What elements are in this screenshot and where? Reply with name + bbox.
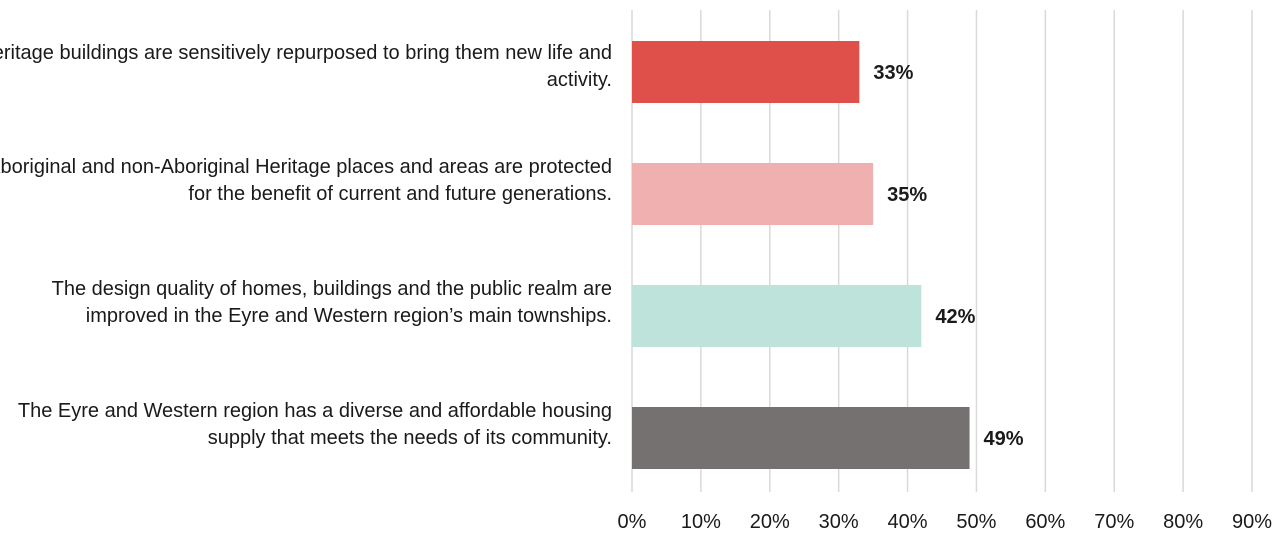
data-label: 49%: [984, 428, 1024, 450]
category-label: Aboriginal and non-Aboriginal Heritage p…: [0, 156, 612, 205]
data-label: 35%: [887, 184, 927, 206]
bars: [632, 41, 970, 469]
category-label: The design quality of homes, buildings a…: [51, 278, 612, 327]
bar: [632, 285, 922, 347]
category-label: Heritage buildings are sensitively repur…: [0, 42, 612, 91]
data-label: 33%: [873, 62, 913, 84]
data-label: 42%: [935, 306, 975, 328]
x-tick-label: 50%: [956, 511, 996, 533]
x-tick-label: 80%: [1163, 511, 1203, 533]
x-tick-label: 60%: [1025, 511, 1065, 533]
x-tick-label: 20%: [750, 511, 790, 533]
x-tick-label: 40%: [888, 511, 928, 533]
x-tick-label: 10%: [681, 511, 721, 533]
bar: [632, 407, 970, 469]
data-labels: 33% 35% 42% 49%: [873, 62, 1023, 450]
x-tick-label: 0%: [618, 511, 647, 533]
bar: [632, 163, 874, 225]
x-tick-label: 90%: [1232, 511, 1272, 533]
bar: [632, 41, 860, 103]
x-axis-ticks: 0% 10% 20% 30% 40% 50% 60% 70% 80% 90%: [618, 511, 1273, 533]
category-label: The Eyre and Western region has a divers…: [17, 400, 612, 449]
x-tick-label: 70%: [1094, 511, 1134, 533]
x-tick-label: 30%: [819, 511, 859, 533]
